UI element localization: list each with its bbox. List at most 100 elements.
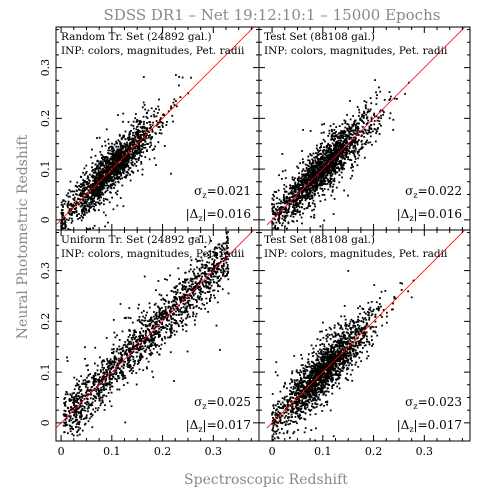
- point: [76, 434, 79, 437]
- point: [84, 417, 87, 419]
- point: [307, 196, 310, 199]
- point: [320, 178, 322, 180]
- point: [291, 220, 294, 222]
- point: [312, 152, 315, 155]
- point: [88, 196, 91, 198]
- point: [378, 86, 380, 89]
- point: [120, 374, 123, 376]
- point: [293, 199, 296, 202]
- point: [297, 186, 299, 189]
- point: [319, 160, 321, 163]
- point: [196, 296, 199, 299]
- point: [158, 315, 161, 318]
- point: [136, 145, 139, 148]
- point: [199, 204, 201, 206]
- point: [317, 178, 320, 180]
- point: [284, 217, 287, 220]
- point: [78, 380, 80, 383]
- point: [169, 306, 172, 309]
- point: [100, 383, 102, 385]
- point: [120, 173, 122, 175]
- point: [201, 302, 204, 305]
- point: [309, 130, 312, 132]
- point: [118, 155, 121, 157]
- point: [164, 308, 167, 311]
- point: [376, 130, 378, 133]
- point: [68, 204, 71, 206]
- point: [106, 370, 108, 373]
- point: [116, 148, 119, 151]
- point: [120, 155, 123, 158]
- point: [134, 362, 136, 365]
- point: [120, 142, 123, 145]
- point: [151, 338, 154, 340]
- point: [296, 211, 299, 214]
- point: [97, 209, 100, 212]
- point: [112, 179, 115, 181]
- point: [135, 347, 138, 350]
- point: [392, 129, 395, 131]
- point: [330, 158, 332, 161]
- point: [301, 181, 303, 184]
- point: [283, 187, 286, 190]
- point: [144, 147, 147, 149]
- point: [342, 163, 345, 166]
- point: [102, 181, 105, 184]
- point: [127, 160, 130, 162]
- point: [320, 153, 323, 155]
- point: [178, 84, 180, 87]
- point: [296, 210, 299, 212]
- point: [368, 127, 371, 130]
- point: [148, 135, 150, 137]
- point: [116, 388, 119, 391]
- point: [285, 201, 287, 204]
- point: [122, 172, 125, 175]
- point: [333, 166, 335, 169]
- point: [101, 186, 103, 189]
- point: [165, 311, 168, 313]
- point: [355, 133, 358, 136]
- point: [164, 337, 167, 340]
- point: [338, 174, 341, 176]
- point: [347, 123, 350, 126]
- point: [125, 160, 128, 163]
- point: [173, 300, 176, 303]
- point: [152, 315, 155, 318]
- point: [123, 151, 125, 153]
- point: [338, 153, 341, 156]
- point: [323, 219, 326, 222]
- point: [203, 285, 205, 288]
- point: [93, 203, 96, 205]
- point: [180, 299, 183, 302]
- point: [304, 170, 307, 172]
- point: [319, 149, 322, 152]
- point: [136, 147, 139, 150]
- point: [71, 220, 74, 222]
- point: [136, 351, 139, 354]
- point: [104, 191, 107, 194]
- point: [175, 303, 178, 306]
- point: [89, 197, 92, 200]
- point: [97, 390, 100, 393]
- point: [78, 213, 80, 215]
- point: [136, 152, 139, 155]
- point: [80, 393, 83, 396]
- point: [148, 323, 151, 326]
- point: [297, 194, 300, 197]
- point: [181, 76, 184, 79]
- point: [363, 112, 365, 115]
- point: [330, 182, 332, 184]
- point: [351, 163, 353, 166]
- point: [71, 433, 74, 435]
- point: [61, 215, 64, 218]
- point: [329, 174, 332, 177]
- point: [207, 282, 210, 285]
- point: [98, 381, 100, 384]
- point: [342, 167, 344, 169]
- point: [117, 169, 120, 172]
- point: [128, 361, 130, 364]
- point: [175, 105, 178, 108]
- point: [120, 174, 123, 177]
- point: [96, 369, 99, 372]
